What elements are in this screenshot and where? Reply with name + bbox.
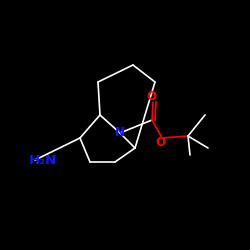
Text: N: N	[115, 126, 125, 140]
Text: O: O	[146, 90, 156, 104]
Text: O: O	[155, 136, 165, 149]
Text: H₂N: H₂N	[29, 154, 57, 166]
